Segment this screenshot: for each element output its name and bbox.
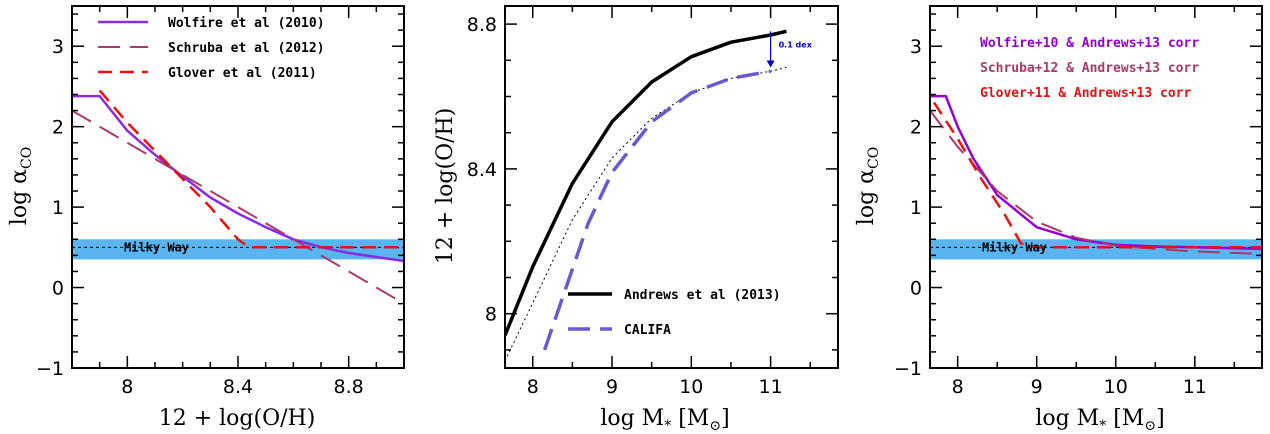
legend-label: Schruba et al (2012) — [168, 41, 325, 56]
x-tick-label: 8.4 — [223, 376, 253, 398]
plot-area — [72, 89, 404, 305]
series-line-3 — [98, 89, 404, 249]
x-axis-title: log M* [M⊙] — [1035, 406, 1164, 434]
x-axis-title: 12 + log(O/H) — [159, 406, 316, 431]
x-tick-label: 8 — [121, 376, 133, 398]
plot-area — [505, 29, 787, 362]
panel-mass-metallicity: log M* [M⊙] 12 + log(O/H) 8 9 10 11 8 8.4 8.8 A… — [433, 5, 839, 434]
y-tick-label: 1 — [52, 197, 64, 219]
x-tick-label: 8.8 — [334, 376, 364, 398]
legend-label: Glover et al (2011) — [168, 66, 317, 81]
offset-label: 0.1 dex — [779, 40, 813, 49]
x-tick-label: 8 — [527, 376, 539, 398]
y-tick-label: 2 — [52, 117, 64, 139]
x-axis-title: log M* [M⊙] — [600, 406, 729, 434]
panel-metallicity-alpha-co: 12 + log(O/H) log αCO Milky Way 8 8.4 8.8 −1… — [7, 5, 405, 431]
offset-arrow-head — [766, 60, 775, 68]
y-tick-label: 8.8 — [467, 14, 497, 36]
y-tick-label: 0 — [910, 278, 922, 300]
plot-area — [930, 94, 1262, 260]
y-tick-label: 8.4 — [467, 159, 497, 181]
y-axis-title: log αCO — [854, 147, 882, 225]
milky-way-band — [930, 239, 1262, 260]
y-tick-label: 2 — [910, 117, 922, 139]
y-tick-label: 3 — [52, 36, 64, 58]
legend-label: Wolfire+10 & Andrews+13 corr — [980, 36, 1199, 51]
axes-frame — [504, 5, 839, 369]
series-line-2 — [930, 109, 1262, 255]
series-line-1 — [505, 29, 787, 337]
y-axis-title: log αCO — [7, 147, 35, 225]
x-tick-label: 10 — [1104, 376, 1128, 398]
y-tick-label: 0 — [52, 278, 64, 300]
legend-label: Andrews et al (2013) — [624, 288, 781, 303]
milky-way-label: Milky Way — [982, 240, 1047, 254]
y-tick-label: −1 — [36, 358, 64, 380]
x-tick-label: 9 — [1031, 376, 1043, 398]
series-line-2 — [505, 67, 787, 362]
series-line-1 — [72, 94, 404, 263]
y-axis-title: 12 + log(O/H) — [433, 108, 458, 265]
x-tick-label: 10 — [679, 376, 703, 398]
milky-way-band — [72, 239, 404, 260]
legend-label: Glover+11 & Andrews+13 corr — [980, 86, 1191, 101]
legend-label: Wolfire et al (2010) — [168, 16, 325, 31]
axes-frame — [71, 5, 405, 369]
x-tick-label: 11 — [1183, 376, 1207, 398]
y-tick-label: 1 — [910, 197, 922, 219]
y-tick-label: 8 — [485, 304, 497, 326]
x-tick-label: 8 — [952, 376, 964, 398]
milky-way-label: Milky Way — [124, 240, 189, 254]
series-line-3 — [542, 69, 771, 351]
legend-label: CALIFA — [624, 323, 671, 338]
series-line-2 — [72, 109, 404, 305]
series-line-3 — [932, 101, 1262, 249]
y-tick-label: −1 — [894, 358, 922, 380]
axes-frame — [929, 5, 1263, 369]
x-tick-label: 11 — [759, 376, 783, 398]
panel-mass-alpha-co: log M* [M⊙] log αCO Milky Way 8 9 10 11 −1 0 1 2… — [854, 5, 1263, 434]
y-tick-label: 3 — [910, 36, 922, 58]
legend-label: Schruba+12 & Andrews+13 corr — [980, 61, 1199, 76]
x-tick-label: 9 — [606, 376, 618, 398]
